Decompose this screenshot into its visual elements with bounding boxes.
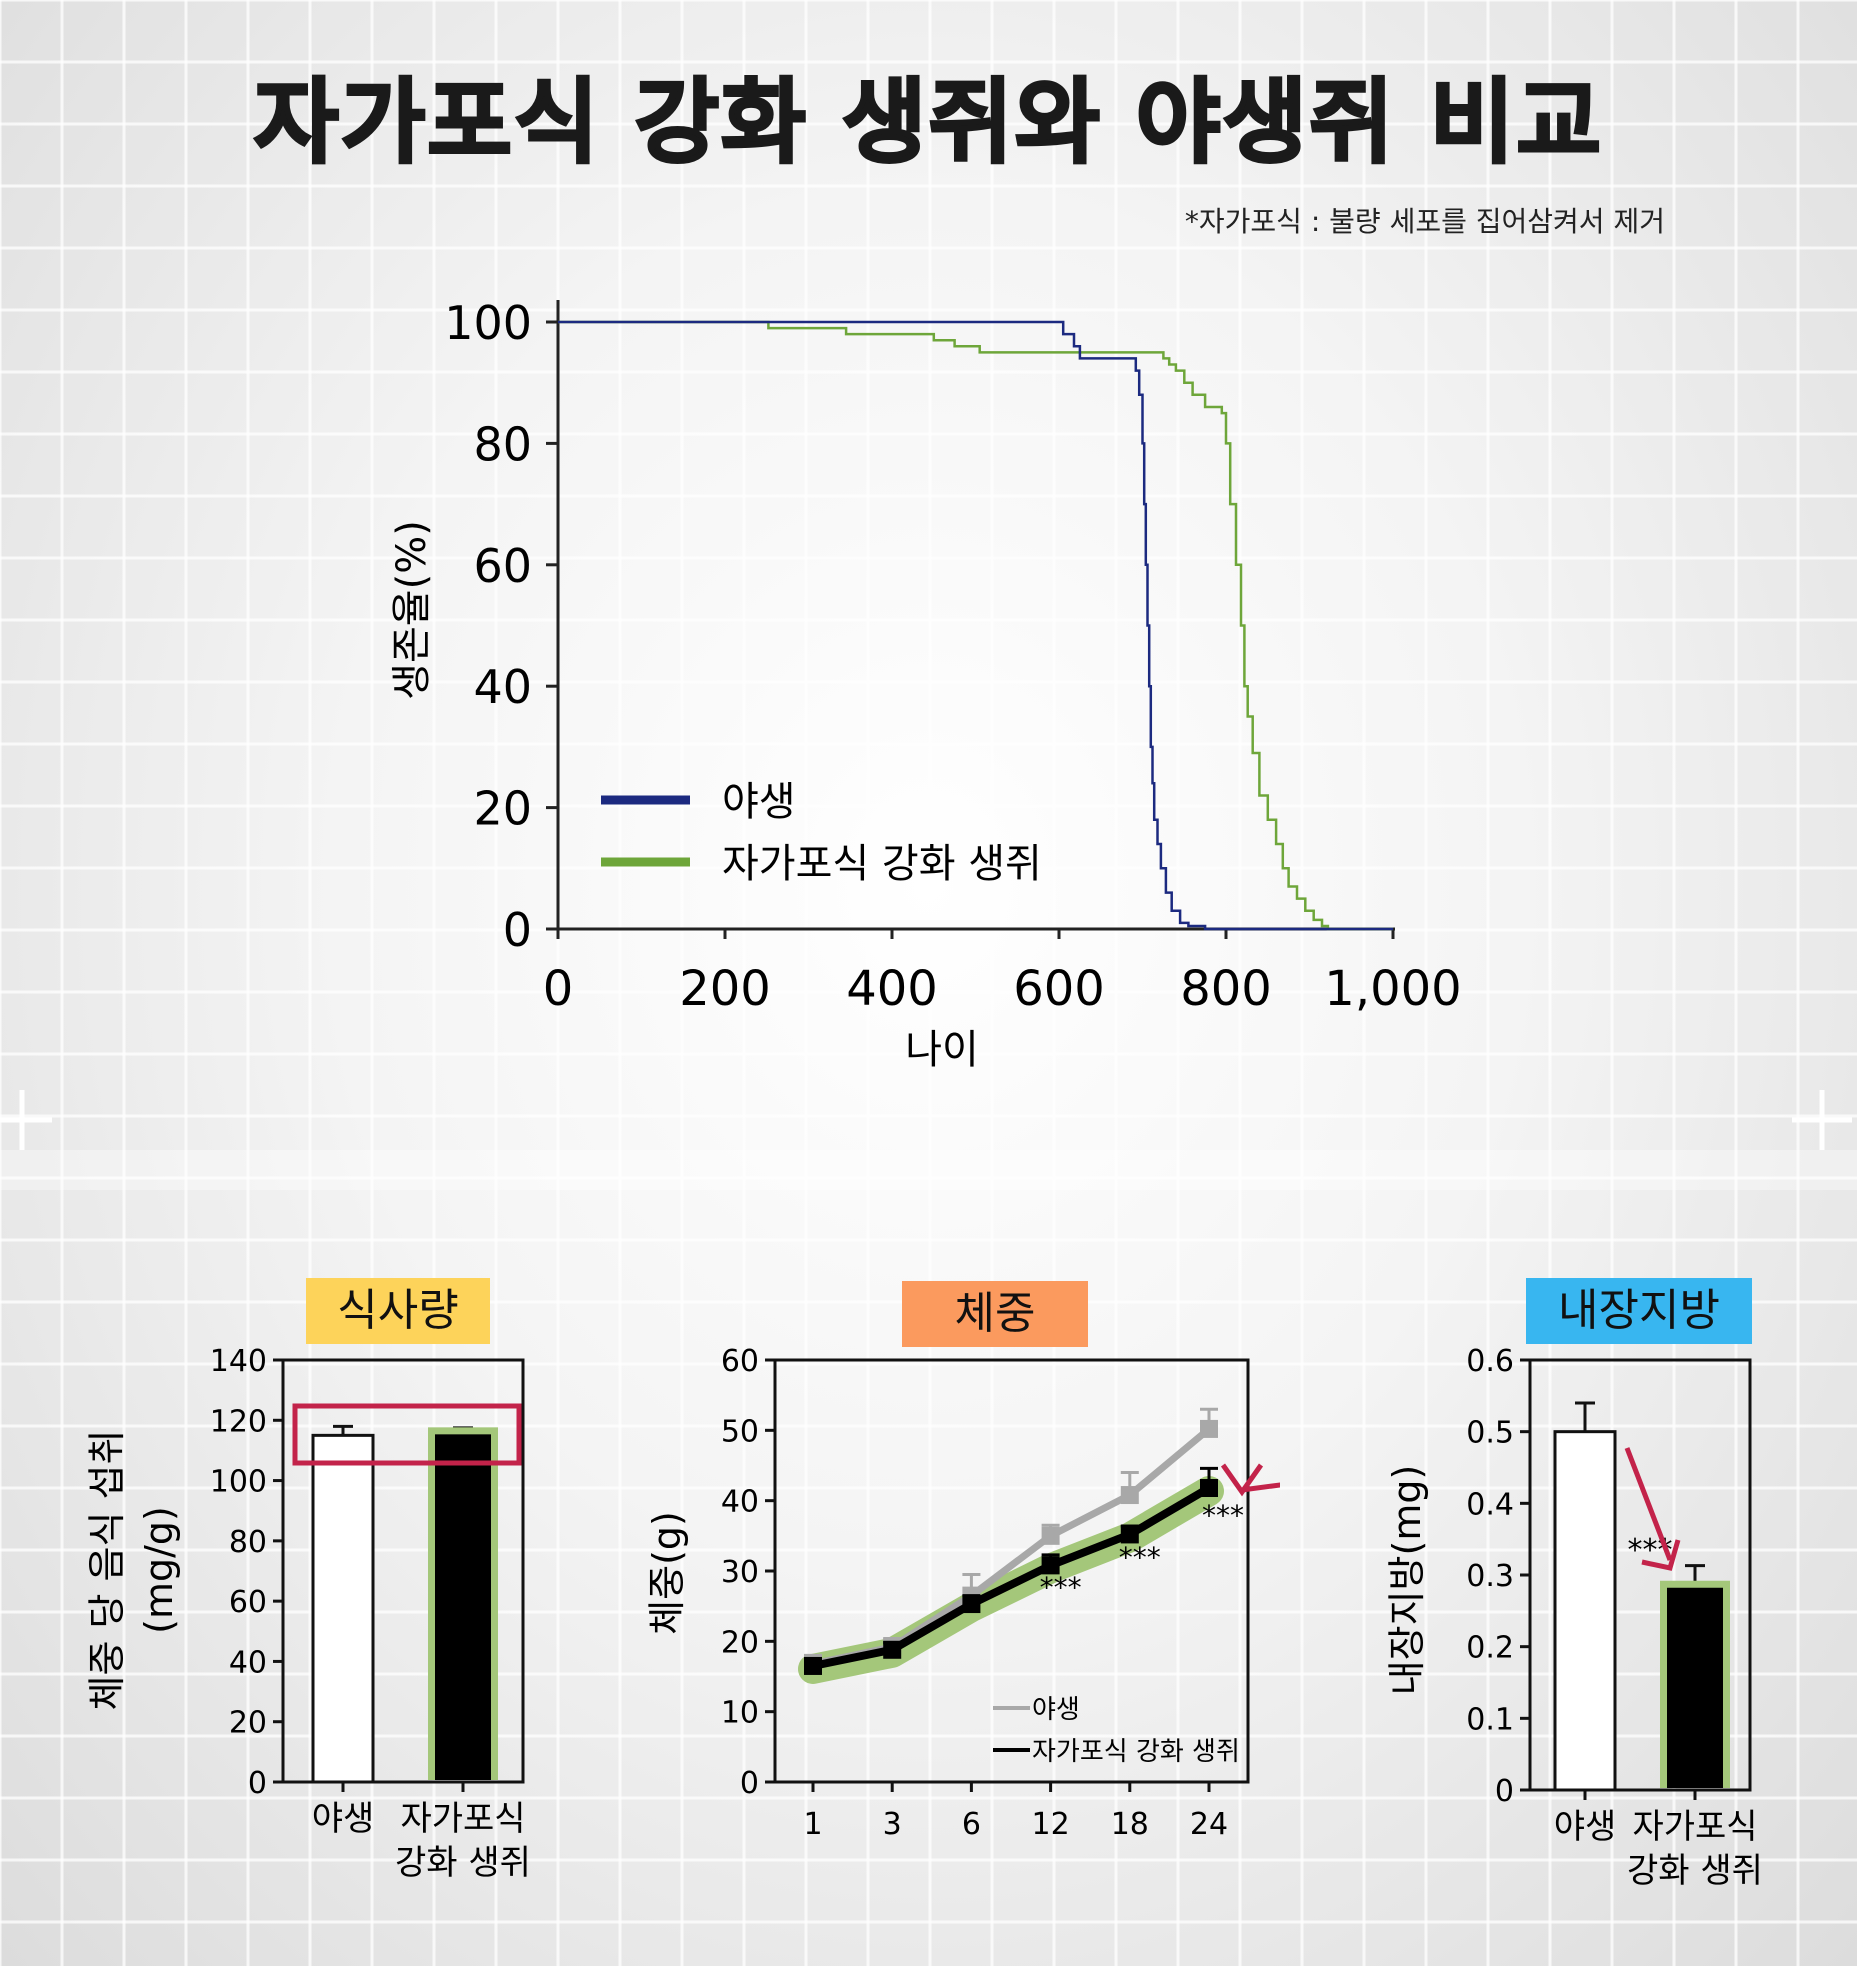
fat-y-axis-label: 내장지방(mg) [1385,1465,1429,1696]
survival-x-tick-label: 600 [1013,961,1105,1017]
weight-series-line-1 [812,1484,1212,1670]
weight-legend-label: 자가포식 강화 생쥐 [1032,1737,1240,1767]
bar-autophagy [1667,1587,1723,1788]
bar-y-tick-label: 0.4 [1466,1487,1514,1522]
weight-significance-stars: *** [1119,1541,1161,1574]
bar-y-tick-label: 40 [229,1645,267,1680]
survival-y-tick-label: 0 [503,903,532,957]
bar-category-label: 자가포식 [1632,1807,1757,1847]
bar-y-tick-label: 60 [229,1585,267,1620]
weight-point [1120,1525,1139,1544]
weight-point [1200,1419,1218,1438]
bar-y-tick-label: 0 [1495,1774,1514,1809]
weight-point [962,1595,981,1614]
survival-x-tick-label: 400 [846,961,938,1017]
bar-plot-frame [281,1358,525,1784]
bar-y-tick-label: 0.1 [1466,1702,1514,1737]
weight-y-tick-label: 20 [721,1625,759,1660]
survival-y-tick-label: 40 [473,660,532,714]
weight-significance-stars: *** [1040,1571,1082,1604]
page-title: 자가포식 강화 생쥐와 야생쥐 비교 [252,68,1604,178]
survival-y-tick-label: 20 [473,782,532,836]
survival-x-axis-label: 나이 [905,1027,979,1073]
survival-x-tick-label: 800 [1180,961,1272,1017]
bar-category-label: 야생 [312,1799,375,1839]
survival-series-line-1 [558,320,1393,931]
bar-y-tick-label: 100 [210,1465,267,1500]
survival-x-tick-label: 0 [543,961,574,1017]
label-body-weight: 체중 [902,1281,1088,1347]
label-food-intake: 식사량 [306,1278,490,1344]
weight-y-tick-label: 10 [721,1696,759,1731]
label-visceral-fat: 내장지방 [1526,1278,1752,1344]
weight-y-axis-label: 체중(g) [645,1511,689,1635]
survival-y-axis-label: 생존율(%) [389,520,435,700]
bar-category-label: 강화 생쥐 [1627,1851,1763,1891]
survival-y-tick-label: 100 [444,296,532,350]
bar-y-tick-label: 120 [210,1404,267,1439]
bar-wild [311,1433,375,1784]
bar-category-label: 야생 [1554,1807,1617,1847]
bar-y-tick-label: 0.6 [1466,1344,1514,1379]
highlight-box [292,1403,522,1466]
survival-series-line-0 [558,320,1393,931]
weight-x-tick-label: 18 [1111,1807,1149,1842]
survival-legend-label: 야생 [722,779,796,825]
bar-category-label: 강화 생쥐 [395,1843,531,1883]
weight-x-tick-label: 1 [803,1807,822,1842]
bar-category-label: 자가포식 [400,1799,525,1839]
food-y-axis-label: 체중 당 음식 섭취 [85,1430,129,1711]
survival-y-tick-label: 80 [473,417,532,471]
weight-x-tick-label: 24 [1190,1807,1228,1842]
survival-x-tick-label: 200 [679,961,771,1017]
weight-x-tick-label: 12 [1032,1807,1070,1842]
weight-point [1041,1526,1060,1545]
weight-point [1200,1479,1218,1498]
bar-y-tick-label: 140 [210,1344,267,1379]
bar-y-tick-label: 80 [229,1525,267,1560]
weight-x-tick-label: 3 [883,1807,902,1842]
weight-legend-label: 야생 [1032,1695,1080,1725]
weight-x-tick-label: 6 [962,1807,981,1842]
weight-point [883,1640,902,1659]
survival-chart: 0 20 40 60 80 100 0 200 400 600 800 1,000 나이 생존율(%) 야생… [389,296,1462,1073]
weight-point [804,1656,822,1675]
divider-band [0,1150,1857,1190]
food-y-axis-label: (mg/g) [137,1506,181,1634]
fat-arrow-head [1641,1539,1681,1571]
body-weight-chart: 0 10 20 30 40 50 60 1 3 6 12 18 24 체중(g) *** *** *** 야생자가… [645,1344,1280,1842]
weight-y-tick-label: 40 [721,1485,759,1520]
weight-significance-stars: *** [1202,1499,1244,1532]
bar-y-tick-label: 0.3 [1466,1559,1514,1594]
weight-y-tick-label: 50 [721,1414,759,1449]
bar-y-tick-label: 0.5 [1466,1416,1514,1451]
fat-arrow-shaft [1624,1447,1673,1561]
bar-y-tick-label: 0.2 [1466,1631,1514,1666]
survival-y-tick-label: 60 [473,539,532,593]
weight-point [1120,1486,1139,1505]
weight-y-tick-label: 30 [721,1555,759,1590]
bar-y-tick-label: 0 [248,1766,267,1801]
survival-legend-label: 자가포식 강화 생쥐 [722,841,1042,887]
weight-point [1041,1556,1060,1575]
weight-y-tick-label: 0 [740,1766,759,1801]
weight-y-tick-label: 60 [721,1344,759,1379]
bar-y-tick-label: 20 [229,1706,267,1741]
bar-wild [1553,1430,1617,1792]
weight-highlight-band [798,1476,1224,1684]
survival-x-tick-label: 1,000 [1324,961,1461,1017]
weight-arrow-head [1220,1463,1264,1497]
footnote: *자가포식 : 불량 세포를 집어삼켜서 제거 [1184,205,1665,238]
bar-autophagy [435,1434,491,1780]
